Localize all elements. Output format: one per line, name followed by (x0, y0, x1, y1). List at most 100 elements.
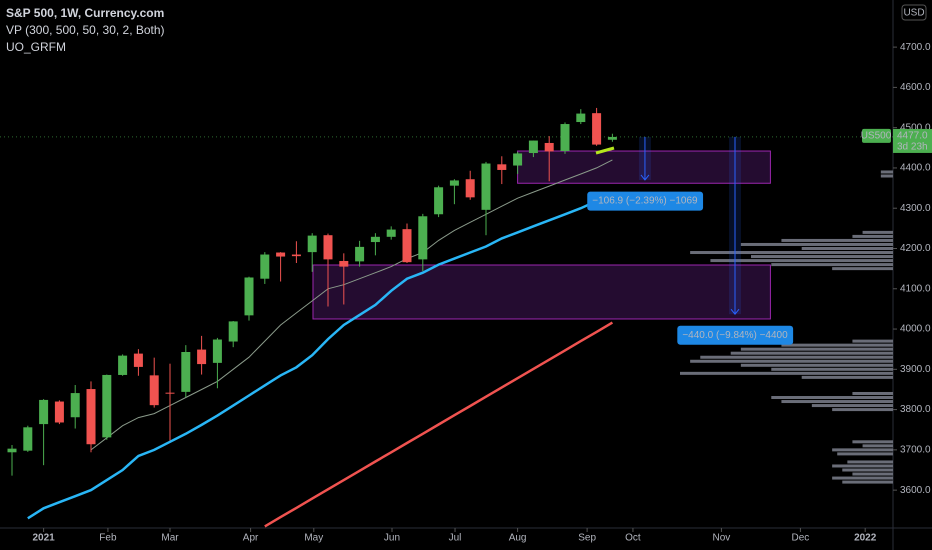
x-tick-label: Jul (449, 533, 462, 544)
x-tick-label: Oct (625, 533, 641, 544)
x-tick-label: Feb (99, 533, 117, 544)
candle-body (102, 374, 112, 438)
candle-body (244, 277, 254, 316)
candle-body (592, 113, 602, 145)
volume-profile-bar (751, 255, 893, 259)
candle-body (86, 389, 96, 445)
candle-body (481, 163, 491, 210)
currency-label: USD (903, 8, 924, 19)
candle-body (197, 349, 207, 365)
volume-profile-bar (880, 174, 893, 178)
x-tick-label: 2021 (32, 533, 55, 544)
volume-profile-bar (690, 251, 893, 255)
candle-body (513, 153, 523, 166)
volume-profile-bar (852, 440, 893, 444)
candle-body (212, 339, 222, 363)
measure-arrowhead (730, 308, 740, 315)
candle-body (323, 235, 333, 260)
y-tick-label: 4500.0 (900, 122, 931, 133)
y-tick-label: 4400.0 (900, 163, 931, 174)
volume-profile-bar (710, 259, 893, 263)
volume-profile-bar (832, 476, 893, 480)
volume-profile-bar (842, 480, 893, 484)
x-tick-label: Dec (792, 533, 810, 544)
candle-body (54, 401, 64, 423)
volume-profile-bar (771, 367, 893, 371)
volume-profile-bar (740, 242, 893, 246)
trend-line (595, 146, 615, 155)
currency-badge[interactable] (901, 4, 927, 21)
candle-body (576, 113, 586, 123)
measure-label: −440.0 (−9.84%) −4400 (682, 330, 788, 341)
candle-body (339, 260, 349, 267)
volume-profile-bar (771, 263, 893, 267)
volume-profile-bar (880, 170, 893, 174)
indicator-line (264, 321, 614, 528)
candle-body (118, 355, 128, 375)
measure-arrowhead (640, 174, 650, 181)
countdown: 3d 23h (897, 142, 928, 153)
candle-body (70, 393, 80, 418)
volume-profile-bar (740, 347, 893, 351)
y-tick-label: 4200.0 (900, 243, 931, 254)
x-tick-label: Sep (578, 533, 596, 544)
volume-profile-bar (801, 375, 893, 379)
y-tick-label: 4600.0 (900, 82, 931, 93)
volume-profile-bar (680, 371, 893, 375)
plot (0, 107, 893, 528)
measure-label-box (677, 325, 794, 345)
x-tick-label: Nov (713, 533, 731, 544)
volume-profile-bar (781, 400, 893, 404)
price-tag: 4477.0 (897, 131, 928, 142)
measure-label: −106.9 (−2.39%) −1069 (592, 196, 698, 207)
y-tick-label: 4300.0 (900, 203, 931, 214)
y-tick-label: 3900.0 (900, 364, 931, 375)
symbol-tag: US500 (861, 131, 892, 142)
y-tick-label: 3600.0 (900, 485, 931, 496)
indicator-label: UO_GRFM (6, 40, 66, 54)
volume-profile-bar (832, 448, 893, 452)
volume-profile-bar (852, 339, 893, 343)
zone (517, 150, 771, 184)
candle-body (402, 229, 412, 263)
candle-body (181, 352, 191, 392)
x-tick-label: Aug (509, 533, 527, 544)
x-tick-label: May (304, 533, 323, 544)
candle-body (307, 235, 317, 253)
volume-profile-bar (862, 230, 893, 234)
candle-body (291, 254, 301, 257)
candle-body (386, 229, 396, 237)
candle-body (23, 427, 33, 451)
volume-profile-bar (700, 355, 893, 359)
symbol-tag-box (862, 128, 891, 143)
candle-body (418, 216, 428, 260)
volume-profile-bar (837, 452, 893, 456)
x-tick-label: Jun (384, 533, 400, 544)
candle-body (149, 375, 159, 406)
candle-body (434, 187, 444, 215)
chart-title: S&P 500, 1W, Currency.com (6, 6, 164, 20)
indicator-line (90, 159, 613, 451)
indicator-line (27, 194, 613, 520)
candle-body (465, 179, 475, 198)
volume-profile-bar (832, 408, 893, 412)
candle-body (449, 180, 459, 186)
x-tick-label: Mar (161, 533, 179, 544)
candle-body (355, 246, 365, 262)
volume-profile-bar (842, 468, 893, 472)
volume-profile-bar (847, 460, 893, 464)
x-tick-label: Apr (243, 533, 259, 544)
measure-label-box (587, 191, 704, 211)
indicator-label: VP (300, 500, 50, 30, 2, Both) (6, 23, 165, 37)
candle-body (528, 140, 538, 154)
candle-body (276, 252, 286, 257)
candle-body (370, 236, 380, 243)
candle-body (165, 392, 175, 394)
candle-body (607, 136, 617, 140)
volume-profile-bar (852, 234, 893, 238)
zone (312, 264, 771, 320)
volume-profile-bar (690, 359, 893, 363)
volume-profile-bar (781, 238, 893, 242)
price-tag-box (893, 128, 932, 153)
